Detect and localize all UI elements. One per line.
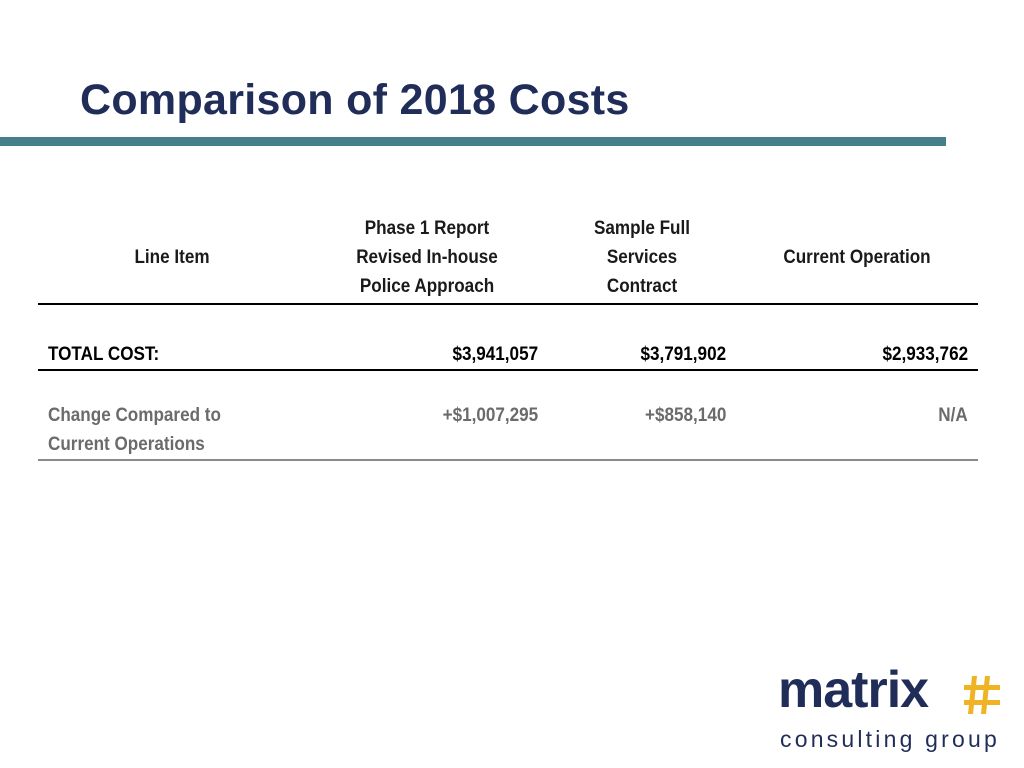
change-label: Change Compared to Current Operations [48,405,221,455]
change-full-services: +$858,140 [644,405,726,426]
header-phase1: Phase 1 Report Revised In-house Police A… [356,218,498,297]
table-row-change: Change Compared to Current Operations +$… [38,401,978,461]
total-cost-current: $2,933,762 [882,344,968,365]
change-current: N/A [938,405,968,426]
header-line-item: Line Item [134,247,210,268]
cost-comparison-table: Line Item Phase 1 Report Revised In-hous… [38,212,978,461]
company-logo: matrix consulting group [778,661,1008,758]
header-full-services: Sample Full Services Contract [594,218,690,297]
logo-tagline: consulting group [780,726,1000,752]
header-current-operation: Current Operation [783,247,931,268]
total-cost-full-services: $3,791,902 [640,344,726,365]
page-title: Comparison of 2018 Costs [80,76,630,124]
total-cost-label: TOTAL COST: [48,344,160,365]
change-phase1: +$1,007,295 [442,405,538,426]
title-divider [0,137,946,146]
logo-wordmark: matrix [778,661,929,719]
table-header-row: Line Item Phase 1 Report Revised In-hous… [38,212,978,305]
table-row-total-cost: TOTAL COST: $3,941,057 $3,791,902 $2,933… [38,341,978,371]
hash-grid-icon [964,676,1000,714]
total-cost-phase1: $3,941,057 [452,344,538,365]
